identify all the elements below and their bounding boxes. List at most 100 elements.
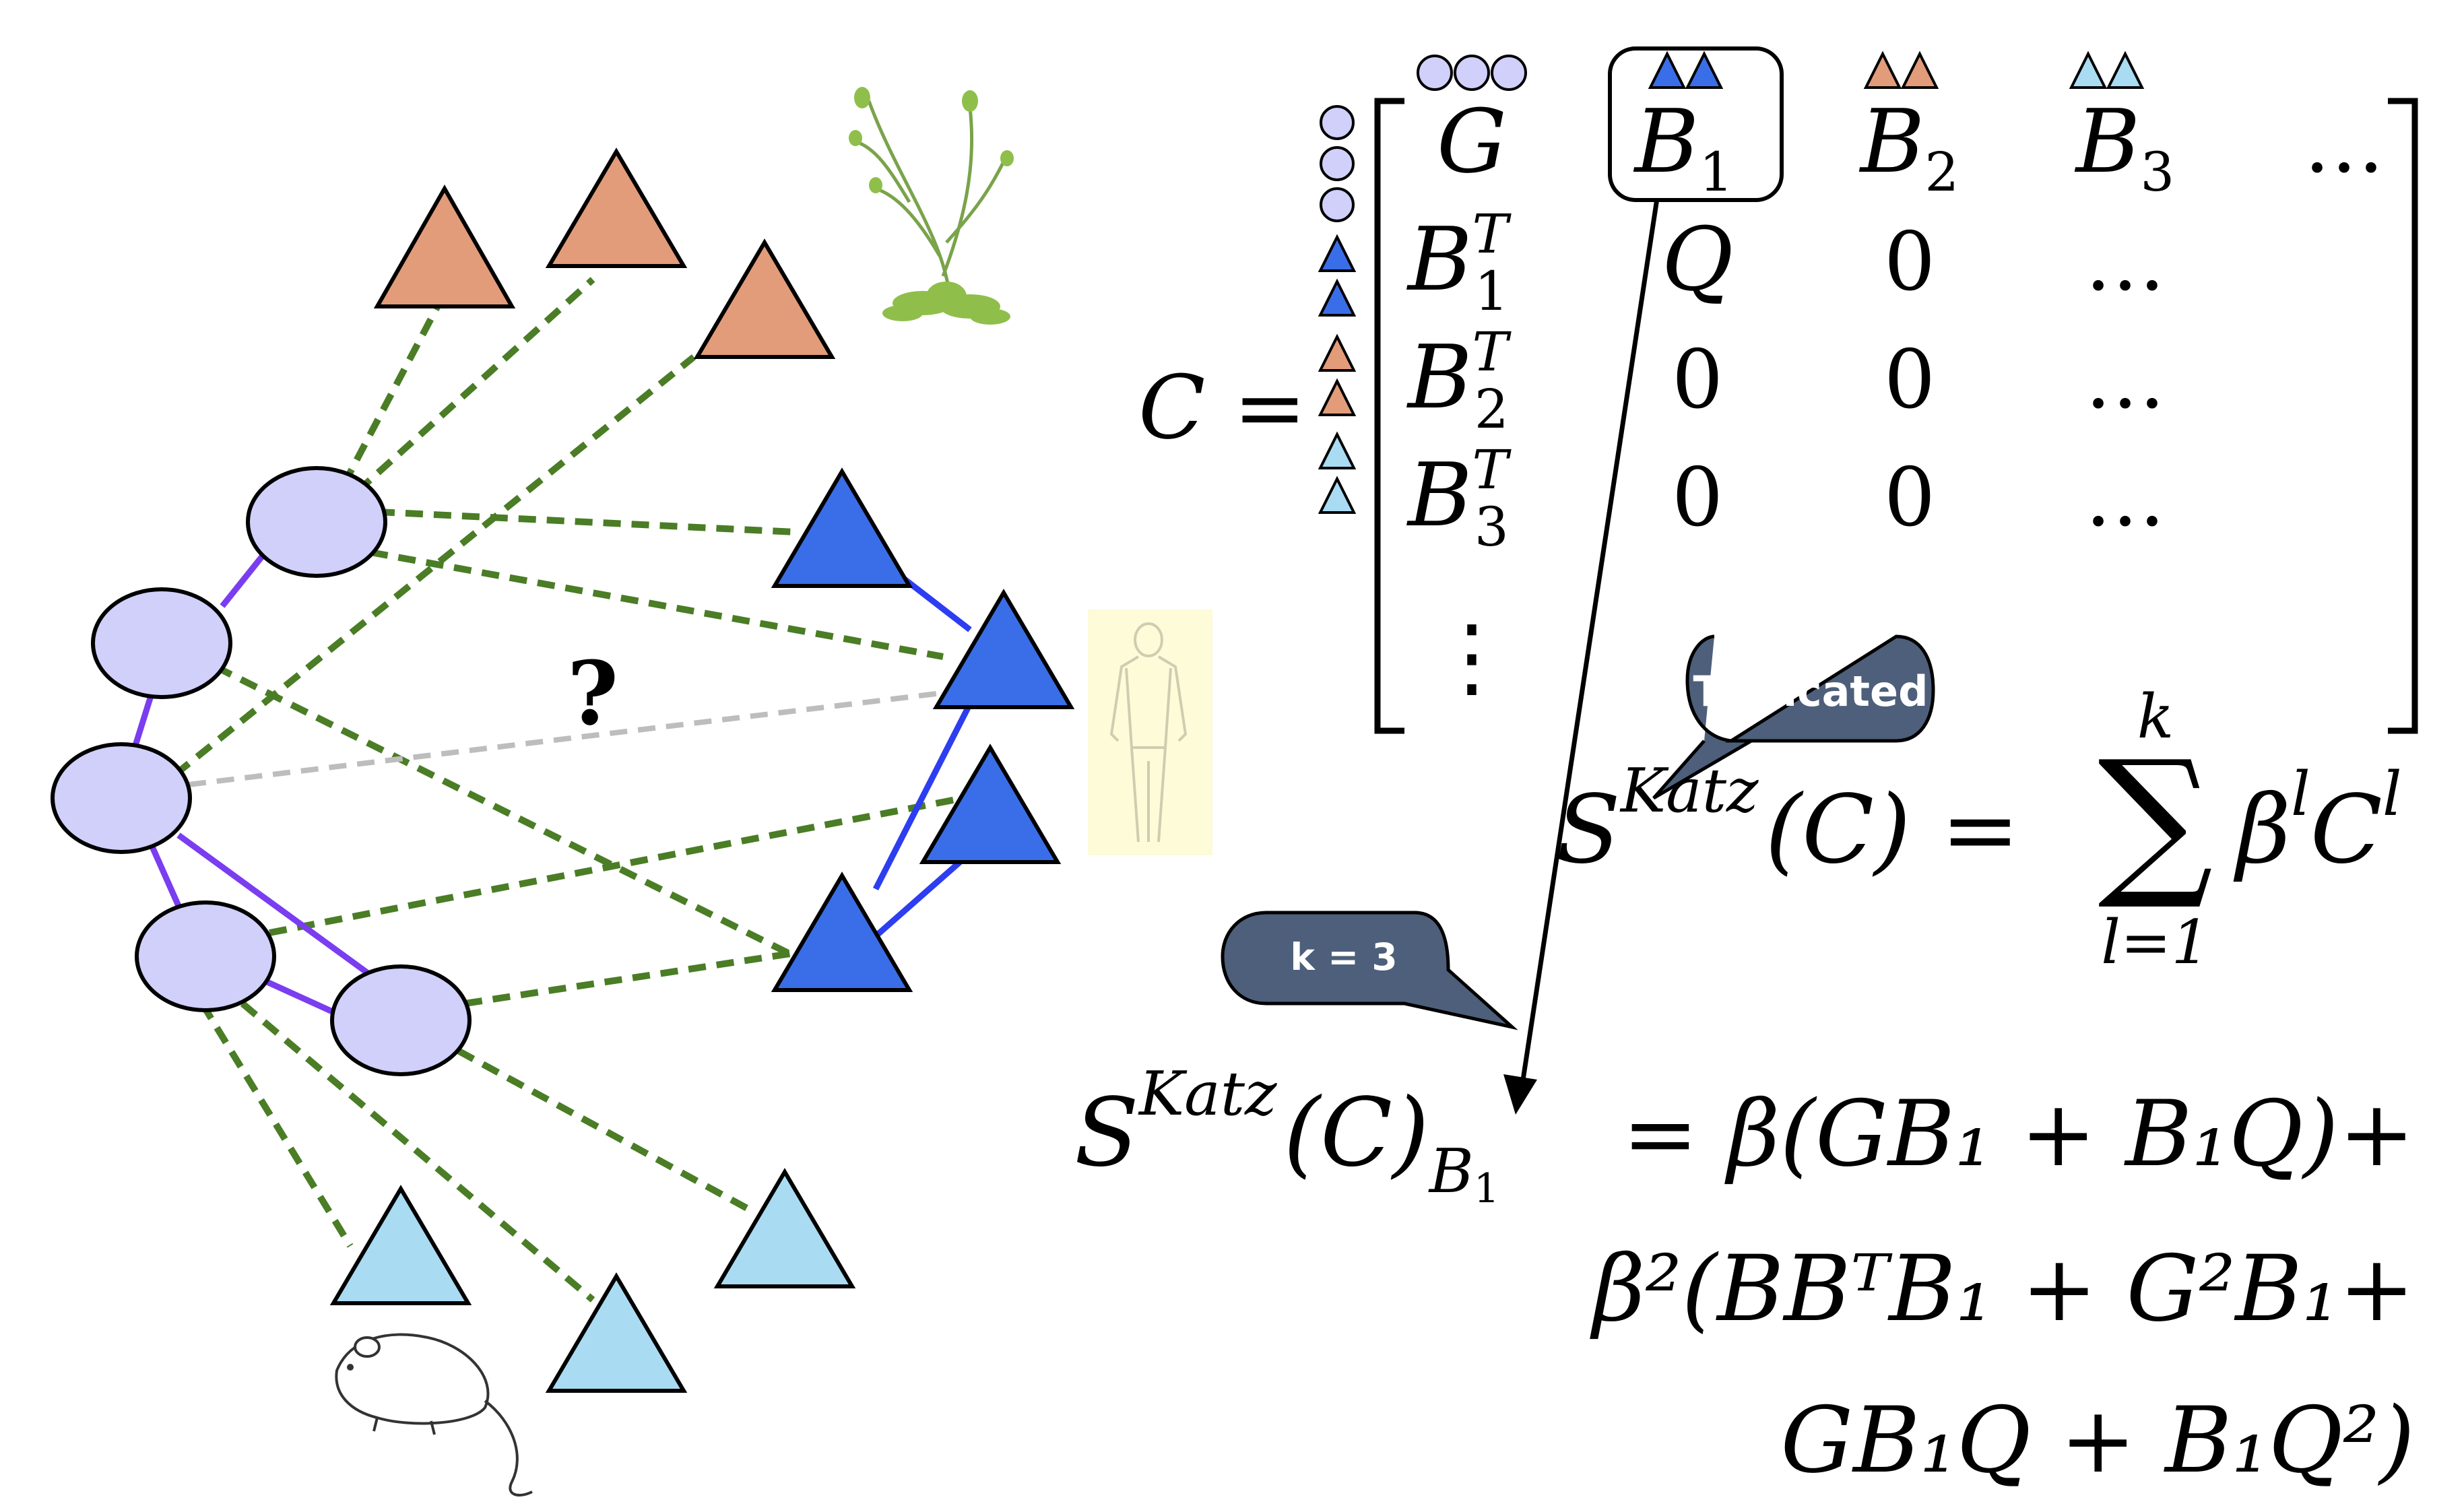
mouse-icon: [335, 1333, 533, 1497]
sum-upper-limit: k: [2137, 682, 2174, 752]
gene-marker-icon: [1320, 187, 1355, 222]
matrix-right-bracket: [2388, 98, 2418, 734]
plant-phenotype-triangle: [693, 238, 836, 359]
katz-formula: SKatz(C) = k ∑ l=1 βlCl: [1556, 682, 2402, 978]
matrix-cell: …: [2085, 333, 2166, 427]
mouse-marker-icon: [1318, 431, 1357, 469]
katz-s: SKatz(C) =: [1556, 756, 2020, 885]
b1-formula-line-2: β²(BBᵀB₁ + G²B₁+: [1589, 1236, 2415, 1342]
phenotype-edge: [872, 702, 973, 891]
matrix-cell: 0: [1884, 216, 1935, 309]
row-header-b1t: BT 1: [1406, 203, 1512, 323]
b1-formula-line-1: = β(GB₁ + B₁Q)+: [1622, 1081, 2415, 1187]
human-phenotype-triangle: [771, 467, 913, 588]
mouse-phenotype-triangle: [329, 1185, 472, 1305]
gene-marker-icon: [1320, 146, 1355, 181]
association-edge: [464, 950, 796, 1007]
matrix-cell: 0: [1672, 451, 1723, 545]
unknown-link-question-mark: ?: [567, 642, 618, 745]
matrix-lhs: C =: [1138, 356, 1307, 459]
b1-formula: SKatz(C)B1 = β(GB₁ + B₁Q)+ β²(BBᵀB₁ + G²…: [1074, 1059, 2415, 1493]
matrix-cell: …: [2085, 216, 2166, 309]
human-marker-icon: [1318, 278, 1357, 317]
col-header-b1: B1: [1633, 90, 1733, 203]
human-marker-icon: [1318, 234, 1357, 272]
human-marker-icon: [1648, 51, 1687, 89]
truncated-callout: Truncated: [1652, 634, 1935, 800]
plant-icon: [849, 87, 1014, 325]
block-matrix: C =: [1138, 46, 2418, 734]
human-phenotypes: [771, 467, 1075, 992]
association-edges: [172, 277, 964, 1303]
plant-marker-icon: [1863, 51, 1902, 89]
gene-marker-icon: [1454, 55, 1490, 91]
column-markers: [1417, 51, 2145, 91]
human-phenotype-triangle: [932, 589, 1075, 709]
association-edge: [456, 1047, 756, 1216]
gene-gene-edge: [148, 844, 182, 907]
sum-sigma: ∑: [2098, 725, 2213, 914]
gene-node: [91, 587, 232, 699]
matrix-cell: 0: [1672, 333, 1723, 427]
gene-nodes: [51, 466, 472, 1076]
human-phenotype-triangle: [919, 744, 1062, 864]
sum-lower-limit: l=1: [2101, 907, 2209, 978]
col-header-b3: B3: [2075, 90, 2174, 203]
cell-q: Q: [1662, 208, 1734, 310]
gene-node: [51, 742, 192, 854]
unknown-edge: [188, 691, 937, 787]
b1-highlight-box: [1608, 46, 1784, 202]
mouse-marker-icon: [2069, 51, 2108, 89]
col-header-b2: B2: [1859, 90, 1959, 203]
human-phenotype-triangle: [771, 872, 913, 992]
b1-pointer-arrow: [1503, 198, 1660, 1115]
matrix-left-bracket: [1374, 98, 1404, 734]
gene-gene-edge: [176, 832, 379, 983]
truncated-label: Truncated: [1693, 667, 1928, 716]
mouse-phenotype-triangle: [545, 1272, 688, 1393]
row-header-vdots: ⋮: [1428, 605, 1516, 708]
row-header-b3t: BT 3: [1406, 438, 1512, 558]
human-marker-icon: [1685, 51, 1724, 89]
katz-term: βlCl: [2233, 759, 2402, 885]
phenotype-phenotype-edges: [872, 570, 973, 939]
plant-phenotype-triangle: [545, 147, 688, 268]
plant-marker-icon: [1318, 378, 1357, 416]
mouse-phenotypes: [329, 1168, 856, 1393]
human-body-icon: [1088, 610, 1212, 855]
matrix-cell: …: [2085, 451, 2166, 545]
gene-node: [330, 964, 472, 1076]
mouse-marker-icon: [2106, 51, 2145, 89]
gene-marker-icon: [1320, 105, 1355, 140]
row-header-b2t: BT 2: [1406, 321, 1512, 440]
association-edge: [240, 1001, 595, 1303]
plant-marker-icon: [1900, 51, 1939, 89]
matrix-cell: 0: [1884, 333, 1935, 427]
plant-marker-icon: [1318, 333, 1357, 372]
row-markers: [1318, 105, 1357, 514]
association-edge: [199, 1001, 354, 1248]
association-edge: [354, 277, 595, 494]
col-header-g: G: [1437, 90, 1507, 193]
gene-gene-edge: [220, 554, 265, 608]
plant-phenotypes: [373, 147, 836, 359]
association-edge: [269, 795, 964, 936]
association-edge: [172, 354, 696, 777]
gene-marker-icon: [1417, 55, 1453, 91]
k-callout: k = 3: [1221, 911, 1518, 1030]
association-edge: [214, 663, 797, 960]
gene-gene-edge: [261, 977, 338, 1017]
gene-gene-edges: [131, 554, 379, 1017]
gene-marker-icon: [1491, 55, 1527, 91]
association-edge: [370, 549, 944, 660]
plant-phenotype-triangle: [373, 184, 516, 308]
gene-node: [246, 466, 387, 578]
association-edge: [340, 291, 448, 487]
matrix-cell: 0: [1884, 451, 1935, 545]
mouse-phenotype-triangle: [713, 1168, 856, 1288]
phenotype-edge: [874, 859, 962, 939]
b1-formula-lhs: SKatz(C)B1: [1074, 1059, 1499, 1212]
association-edge: [377, 508, 796, 535]
col-header-ellipsis: …: [2304, 98, 2385, 191]
